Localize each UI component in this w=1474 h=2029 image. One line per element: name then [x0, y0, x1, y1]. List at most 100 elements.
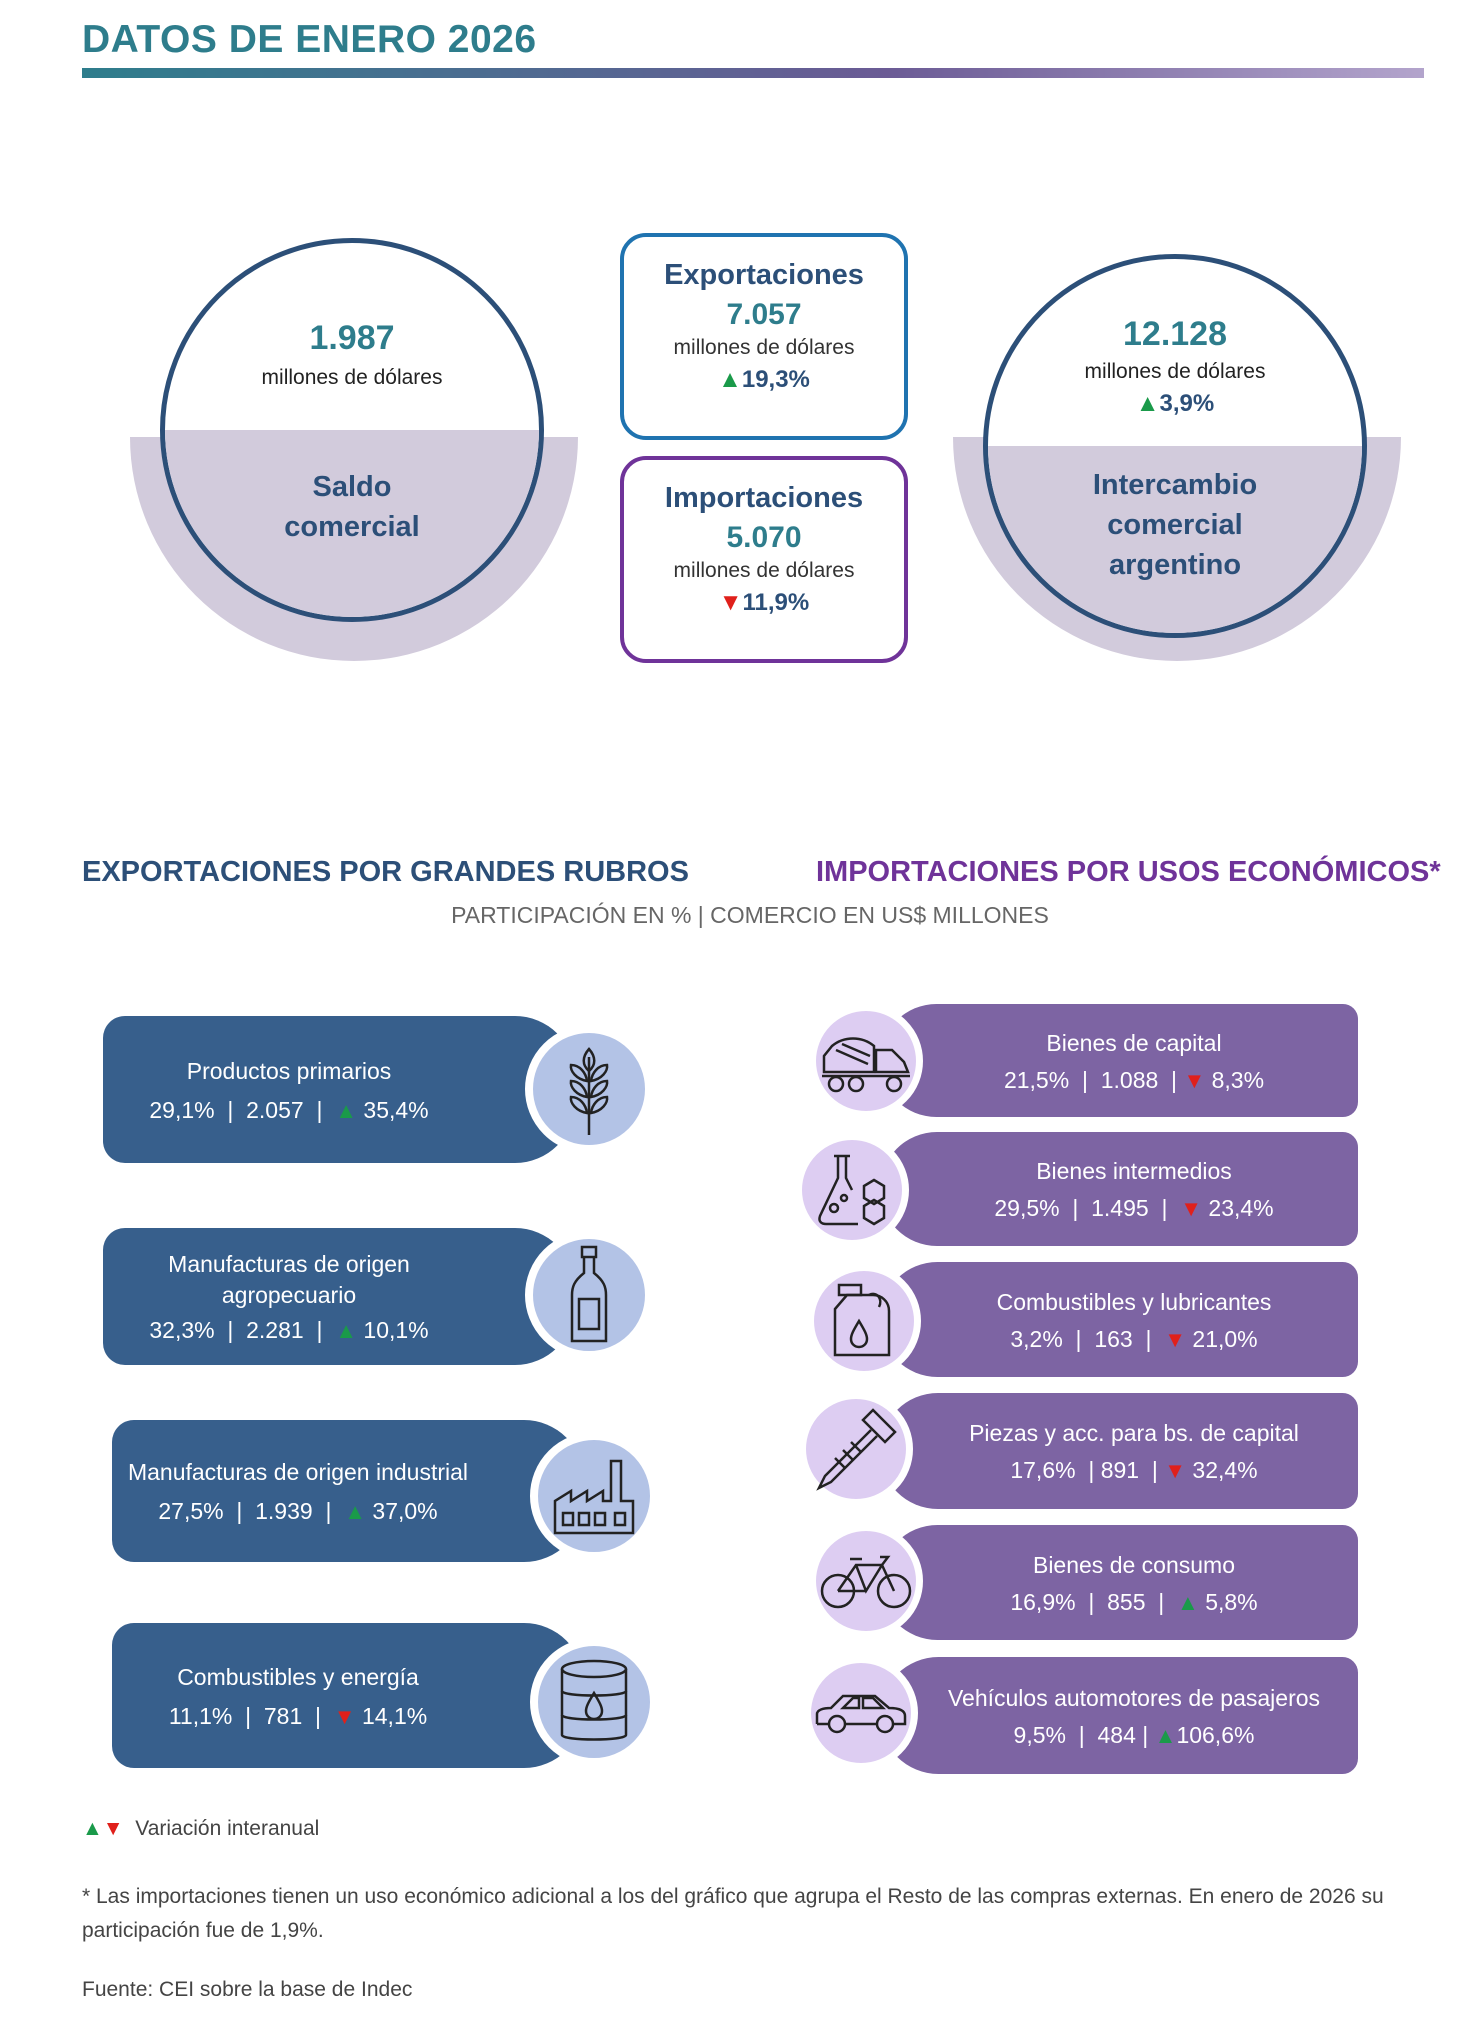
export-item-value: 781	[263, 1702, 303, 1729]
intercambio-circle: 12.128 millones de dólares ▲3,9% Interca…	[983, 254, 1367, 638]
export-item-name: Productos primarios	[186, 1057, 392, 1084]
import-item-name: Bienes intermedios	[1036, 1158, 1232, 1184]
import-item-value: 1.495	[1091, 1195, 1149, 1221]
export-item-name: Manufacturas de origen agropecuario	[168, 1251, 410, 1308]
factory-icon	[530, 1432, 658, 1560]
importaciones-variation: 11,9%	[742, 589, 810, 616]
up-arrow-icon: ▲	[82, 1817, 103, 1840]
up-arrow-icon: ▲	[1135, 390, 1160, 417]
exportaciones-unit: millones de dólares	[673, 336, 855, 359]
up-arrow-icon: ▲	[344, 1499, 367, 1524]
down-arrow-icon: ▼	[1183, 1067, 1206, 1093]
down-arrow-icon: ▼	[333, 1703, 356, 1729]
import-item-name: Bienes de consumo	[1032, 1551, 1235, 1578]
importaciones-value: 5.070	[726, 521, 802, 554]
import-item-variation: 8,3%	[1211, 1066, 1265, 1093]
intercambio-circle-lower	[988, 446, 1362, 633]
section-subtitle: PARTICIPACIÓN EN % | COMERCIO EN US$ MIL…	[451, 902, 1049, 928]
saldo-label-line1: Saldo	[312, 471, 392, 503]
export-item-name: Combustibles y energía	[177, 1663, 419, 1690]
imports-section-title: IMPORTACIONES POR USOS ECONÓMICOS*	[816, 856, 1441, 888]
import-item-share: 29,5%	[994, 1195, 1060, 1221]
import-item-share: 3,2%	[1010, 1325, 1063, 1352]
intercambio-unit: millones de dólares	[1084, 360, 1266, 383]
export-item-value: 2.057	[246, 1096, 304, 1123]
import-item-variation: 23,4%	[1208, 1195, 1274, 1221]
down-arrow-icon: ▼	[1164, 1326, 1187, 1352]
import-item-bienes-capital: Bienes de capital 21,5% | 1.088 | ▼ 8,3%	[880, 1004, 1358, 1117]
car-icon	[804, 1656, 918, 1770]
page-title: DATOS DE ENERO 2026	[82, 18, 537, 61]
legend-text: Variación interanual	[135, 1817, 320, 1840]
bottle-icon	[525, 1231, 653, 1359]
up-arrow-icon: ▲	[1154, 1722, 1177, 1748]
export-item-variation: 14,1%	[361, 1702, 428, 1729]
import-item-name: Bienes de capital	[1046, 1029, 1222, 1056]
up-arrow-icon: ▲	[335, 1318, 358, 1343]
import-item-share: 9,5%	[1013, 1721, 1066, 1748]
screw-icon	[799, 1392, 913, 1506]
down-arrow-icon: ▼	[1180, 1196, 1203, 1221]
import-item-value: 484	[1097, 1721, 1136, 1748]
export-item-moa: Manufacturas de origen agropecuario 32,3…	[103, 1228, 575, 1365]
exportaciones-label: Exportaciones	[664, 259, 864, 291]
export-item-variation: 10,1%	[363, 1317, 429, 1343]
importaciones-box: Importaciones 5.070 millones de dólares …	[620, 456, 908, 663]
export-item-share: 11,1%	[168, 1702, 233, 1729]
export-item-share: 29,1%	[149, 1096, 215, 1123]
intercambio-label-line3: argentino	[1108, 549, 1242, 581]
oil-barrel-icon	[530, 1638, 658, 1766]
importaciones-unit: millones de dólares	[673, 559, 855, 582]
import-item-combustibles-lubricantes: Combustibles y lubricantes 3,2% | 163 | …	[880, 1262, 1358, 1377]
import-item-vehiculos: Vehículos automotores de pasajeros 9,5% …	[880, 1657, 1358, 1774]
import-item-value: 891	[1100, 1457, 1140, 1483]
saldo-value: 1.987	[309, 319, 395, 357]
legend: ▲▼ Variación interanual	[82, 1817, 319, 1841]
importaciones-label: Importaciones	[664, 482, 864, 514]
bicycle-icon	[809, 1524, 923, 1638]
saldo-circle: 1.987 millones de dólares Saldo comercia…	[160, 238, 544, 622]
intercambio-variation: 3,9%	[1159, 390, 1215, 417]
export-item-moi: Manufacturas de origen industrial 27,5% …	[112, 1420, 584, 1562]
chemistry-flask-icon	[795, 1133, 909, 1247]
up-arrow-icon: ▲	[335, 1097, 358, 1123]
export-item-name: Manufacturas de origen industrial	[127, 1459, 469, 1485]
import-item-value: 1.088	[1100, 1066, 1159, 1093]
saldo-circle-lower	[165, 430, 539, 617]
down-arrow-icon: ▼	[102, 1817, 124, 1840]
import-item-share: 21,5%	[1003, 1066, 1070, 1093]
import-item-bienes-consumo: Bienes de consumo 16,9% | 855 | ▲ 5,8%	[880, 1525, 1358, 1640]
exports-section-title: EXPORTACIONES POR GRANDES RUBROS	[82, 856, 689, 888]
export-item-value: 2.281	[246, 1317, 304, 1343]
import-item-variation: 106,6%	[1176, 1721, 1255, 1748]
import-item-name: Combustibles y lubricantes	[996, 1288, 1272, 1315]
saldo-unit: millones de dólares	[261, 366, 443, 389]
import-item-share: 17,6%	[1010, 1457, 1076, 1483]
import-item-bienes-intermedios: Bienes intermedios 29,5% | 1.495 | ▼ 23,…	[880, 1132, 1358, 1246]
saldo-label-line2: comercial	[284, 511, 420, 543]
import-item-variation: 21,0%	[1192, 1325, 1258, 1352]
footnote: * Las importaciones tienen un uso económ…	[82, 1885, 1384, 1942]
source-note: Fuente: CEI sobre la base de Indec	[82, 1978, 413, 2001]
intercambio-label-line1: Intercambio	[1092, 469, 1258, 501]
import-item-share: 16,9%	[1010, 1588, 1076, 1615]
title-divider	[82, 68, 1424, 78]
import-item-piezas-accesorios: Piezas y acc. para bs. de capital 17,6% …	[880, 1393, 1358, 1509]
import-item-variation: 32,4%	[1192, 1457, 1258, 1483]
up-arrow-icon: ▲	[1177, 1589, 1199, 1615]
import-item-variation: 5,8%	[1205, 1588, 1258, 1615]
up-arrow-icon: ▲	[718, 366, 742, 393]
export-item-share: 32,3%	[149, 1317, 215, 1343]
wheat-icon	[525, 1025, 653, 1153]
fuel-can-icon	[807, 1264, 921, 1378]
exportaciones-variation: 19,3%	[741, 366, 810, 393]
down-arrow-icon: ▼	[1164, 1458, 1187, 1483]
intercambio-value: 12.128	[1123, 315, 1227, 353]
import-item-value: 163	[1094, 1325, 1133, 1352]
exportaciones-value: 7.057	[726, 298, 802, 331]
import-item-value: 855	[1107, 1588, 1146, 1615]
export-item-combustibles-energia: Combustibles y energía 11,1% | 781 | ▼ 1…	[112, 1623, 584, 1768]
export-item-productos-primarios: Productos primarios 29,1% | 2.057 | ▲ 35…	[103, 1016, 575, 1163]
export-item-share: 27,5%	[158, 1498, 224, 1524]
concrete-mixer-icon	[809, 1004, 923, 1118]
